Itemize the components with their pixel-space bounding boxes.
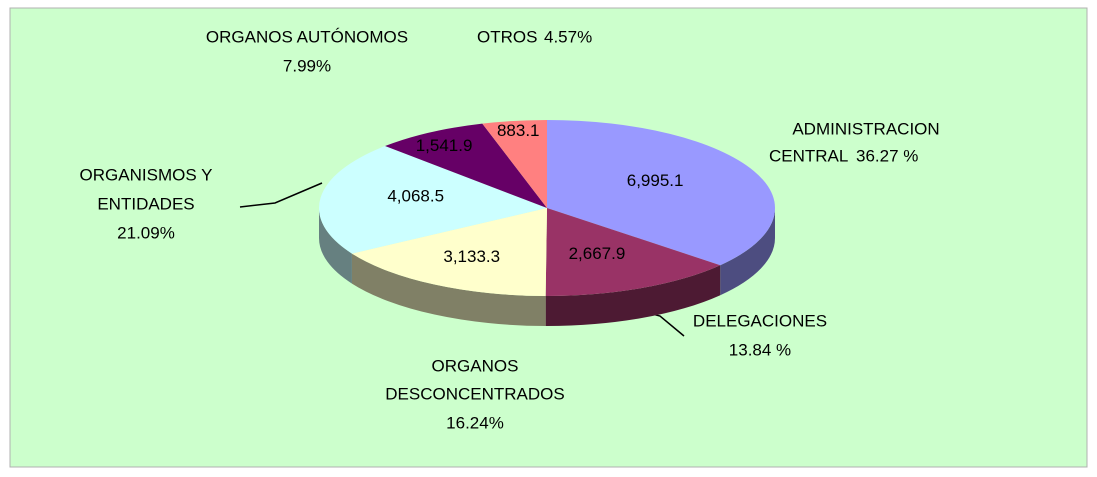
pie-slice bbox=[545, 208, 721, 297]
category-label: ORGANISMOS Y bbox=[80, 165, 213, 184]
pie-slice-side bbox=[351, 253, 546, 326]
pie-slice bbox=[385, 123, 547, 208]
pie-slice bbox=[351, 208, 547, 296]
pie-slice bbox=[547, 120, 776, 266]
category-label: DESCONCENTRADOS bbox=[385, 384, 564, 403]
percent-label: 4.57% bbox=[544, 27, 592, 46]
data-label: 883.1 bbox=[497, 121, 540, 140]
pie-slice-side bbox=[319, 208, 352, 284]
percent-label: 21.09% bbox=[117, 223, 175, 242]
pie-slice-side bbox=[720, 208, 775, 296]
data-label: 6,995.1 bbox=[627, 171, 684, 190]
data-label: 4,068.5 bbox=[387, 186, 444, 205]
percent-label: 7.99% bbox=[283, 56, 331, 75]
category-label: ORGANOS bbox=[432, 356, 519, 375]
category-label: DELEGACIONES bbox=[693, 311, 827, 330]
category-label: ADMINISTRACION bbox=[792, 119, 939, 138]
pie-slice-side bbox=[545, 265, 721, 326]
leader-line bbox=[239, 182, 323, 208]
data-label: 2,667.9 bbox=[569, 244, 626, 263]
category-label: ENTIDADES bbox=[97, 194, 194, 213]
data-label: 3,133.3 bbox=[443, 247, 500, 266]
pie-slice bbox=[482, 120, 547, 208]
percent-label: 16.24% bbox=[446, 413, 504, 432]
percent-label: 36.27 % bbox=[856, 146, 918, 165]
percent-label: 13.84 % bbox=[729, 340, 791, 359]
category-label: CENTRAL bbox=[769, 146, 848, 165]
category-label: OTROS bbox=[477, 27, 537, 46]
pie-slice bbox=[318, 146, 547, 254]
category-label: ORGANOS AUTÓNOMOS bbox=[206, 27, 408, 46]
data-label: 1,541.9 bbox=[416, 136, 473, 155]
